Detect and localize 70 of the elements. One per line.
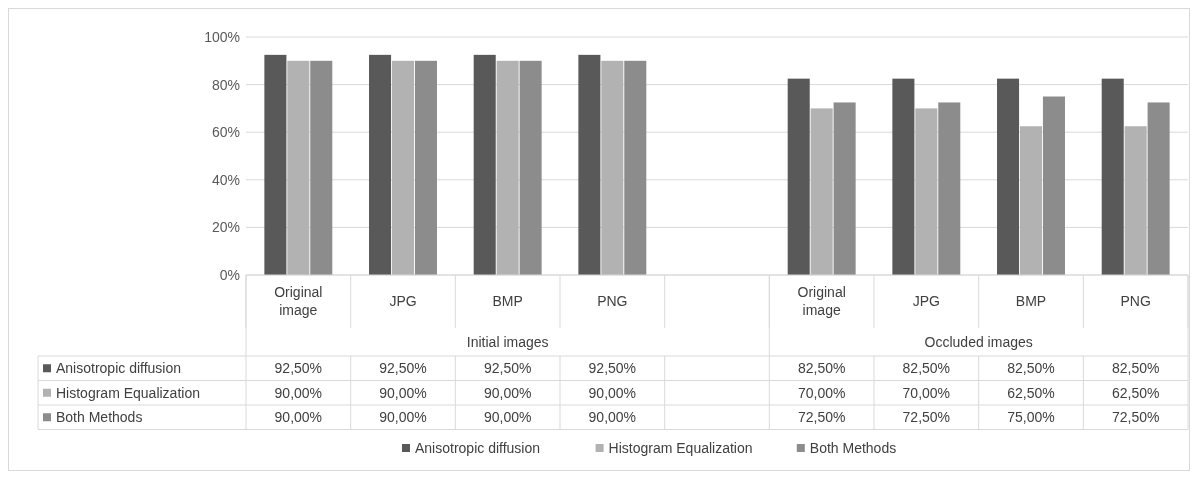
x-tick-label: BMP [1015, 293, 1047, 310]
text: Both Methods [56, 409, 143, 426]
data-label: 92,50% [379, 360, 427, 377]
bar [264, 54, 287, 275]
data-label: 90,00% [483, 409, 532, 426]
bar [915, 108, 938, 275]
data-label: 62,50% [1007, 384, 1055, 401]
text: Anisotropic diffusion [415, 439, 541, 456]
data-label: 82,50% [902, 360, 951, 377]
data-label: 92,50% [588, 360, 637, 377]
bar [1019, 126, 1043, 275]
data-label: 72,50% [902, 409, 951, 426]
x-tick-label: Original image [274, 284, 323, 319]
data-label: 90,00% [588, 384, 637, 401]
data-label: 72,50% [1111, 409, 1160, 426]
bar [938, 102, 961, 275]
bar [1101, 78, 1124, 275]
data-label: 90,00% [274, 384, 323, 401]
bar [369, 54, 392, 275]
bar [1124, 126, 1147, 275]
y-tick-label: 60% [211, 124, 240, 141]
bar [473, 54, 496, 275]
data-label: 82,50% [797, 360, 846, 377]
y-tick-label: 40% [211, 171, 240, 188]
data-label: 72,50% [797, 409, 846, 426]
y-tick-label: 0% [219, 266, 240, 283]
x-tick-label: BMP [492, 293, 523, 310]
data-label: 62,50% [1111, 384, 1160, 401]
x-tick-label: PNG [597, 293, 628, 310]
legend-label: Both Methods [809, 439, 897, 456]
bar [810, 108, 833, 275]
y-tick-label: 80% [211, 76, 240, 93]
bar [578, 54, 601, 275]
bar [1147, 102, 1170, 275]
bar [1042, 96, 1065, 275]
text: Histogram Equalization [608, 439, 753, 456]
y-tick-label: 100% [204, 28, 240, 45]
data-label: 82,50% [1111, 360, 1160, 377]
x-tick-label: PNG [1120, 293, 1151, 310]
data-label: 70,00% [797, 384, 846, 401]
bar [601, 60, 624, 275]
text: Occluded images [924, 333, 1033, 350]
legend-label: Anisotropic diffusion [56, 360, 182, 377]
data-label: 90,00% [379, 384, 427, 401]
text: Initial images [466, 333, 549, 350]
bar [310, 60, 333, 275]
bar [624, 60, 647, 275]
bar [519, 60, 542, 275]
data-label: 90,00% [483, 384, 532, 401]
legend-label: Histogram Equalization [56, 384, 200, 401]
x-tick-label: JPG [389, 293, 417, 310]
data-label: 92,50% [483, 360, 532, 377]
bar [787, 78, 810, 275]
x-tick-label: Original image [797, 284, 846, 319]
bar [414, 60, 437, 275]
bar [391, 60, 415, 275]
data-label: 92,50% [274, 360, 323, 377]
bar [892, 78, 915, 275]
data-label: 82,50% [1007, 360, 1055, 377]
data-label: 90,00% [588, 409, 637, 426]
bar [287, 60, 310, 275]
bar [997, 78, 1020, 275]
bar [496, 60, 519, 275]
data-label: 70,00% [902, 384, 951, 401]
x-tick-label: JPG [912, 293, 940, 310]
y-tick-label: 20% [211, 219, 240, 236]
data-label: 75,00% [1007, 409, 1055, 426]
data-label: 90,00% [274, 409, 323, 426]
data-label: 90,00% [379, 409, 427, 426]
bar [833, 102, 856, 275]
